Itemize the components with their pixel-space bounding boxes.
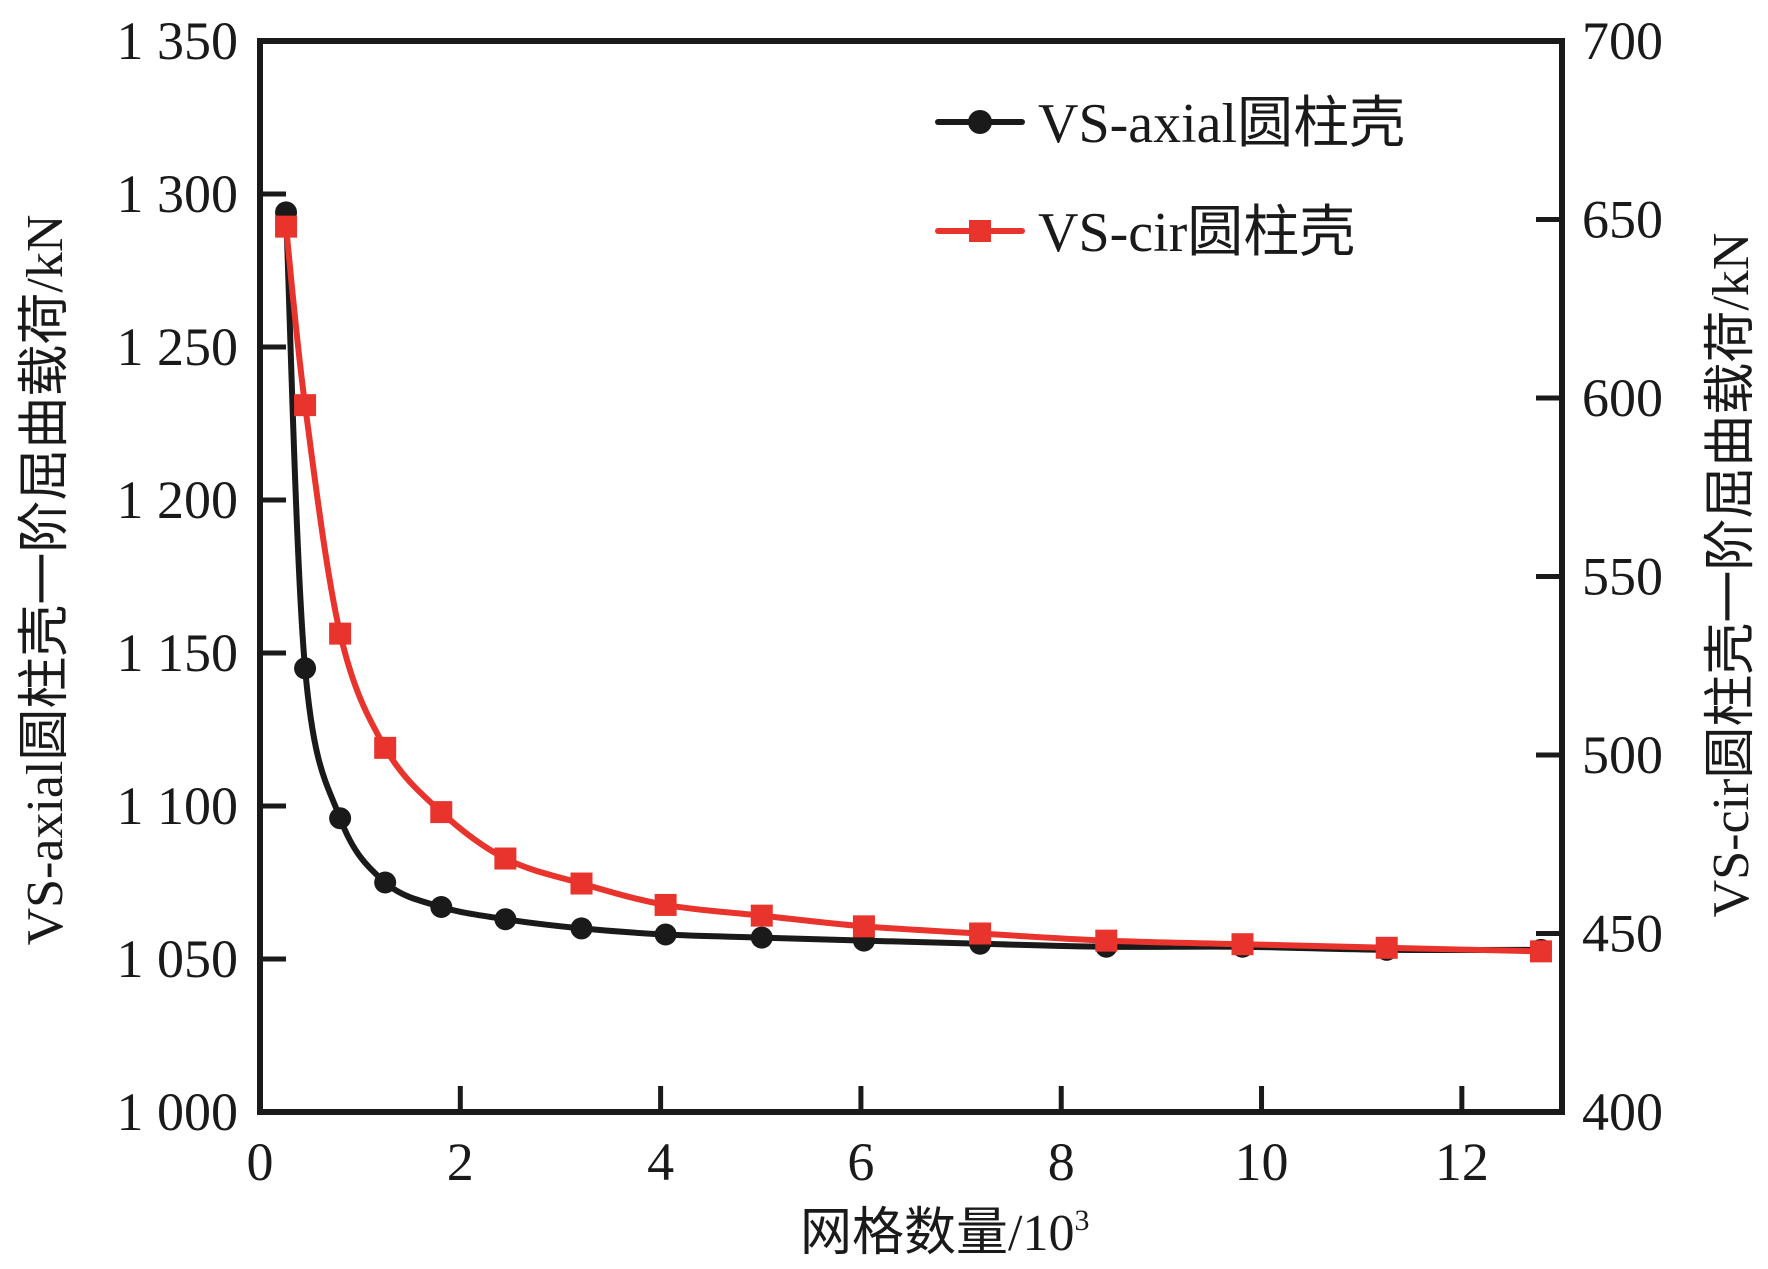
x-tick-label: 4 [647, 1132, 674, 1192]
data-point-cir [294, 394, 317, 417]
legend-marker-circle-icon [968, 110, 992, 134]
series-line-cir [283, 226, 1542, 955]
data-point-cir [494, 847, 517, 870]
data-point-axial [570, 917, 593, 940]
legend-marker-square-icon [969, 220, 991, 242]
data-point-axial [654, 923, 677, 946]
x-axis-title-main: 网格数量/10 [800, 1205, 1074, 1262]
y-left-tick-label: 1 150 [117, 623, 239, 683]
axes-layer: 0 2 4 6 8 10 12 1 000 1 050 1 100 1 150 1 200 1 250 1… [117, 11, 1664, 1192]
data-point-cir [329, 622, 352, 645]
legend-label-axial: VS-axial圆柱壳 [1038, 93, 1405, 155]
y-right-tick-label: 400 [1582, 1082, 1663, 1142]
x-axis-title: 网格数量/103 [800, 1204, 1089, 1262]
legend-label-cir: VS-cir圆柱壳 [1038, 202, 1355, 264]
data-point-cir [969, 922, 992, 945]
y-left-tick-label: 1 050 [117, 929, 239, 989]
data-point-cir [1231, 933, 1254, 956]
x-tick-label: 8 [1048, 1132, 1075, 1192]
x-tick-label: 12 [1435, 1132, 1489, 1192]
data-point-axial [329, 807, 352, 830]
y-left-tick-label: 1 350 [117, 11, 239, 71]
y-left-tick-label: 1 300 [117, 164, 239, 224]
data-point-cir [570, 872, 593, 895]
data-point-cir [1095, 929, 1118, 952]
y-right-tick-label: 450 [1582, 904, 1663, 964]
y-right-tick-label: 650 [1582, 190, 1663, 250]
data-point-cir [430, 801, 453, 824]
y-right-tick-label: 550 [1582, 547, 1663, 607]
y-left-tick-label: 1 200 [117, 470, 239, 530]
x-axis-title-superscript: 3 [1074, 1204, 1089, 1237]
x-tick-label: 2 [447, 1132, 474, 1192]
y-right-tick-label: 500 [1582, 725, 1663, 785]
data-point-cir [852, 915, 875, 938]
x-tick-label: 6 [847, 1132, 874, 1192]
series-layer [275, 201, 1552, 963]
data-point-cir [750, 904, 773, 927]
data-point-axial [374, 871, 397, 894]
x-tick-label: 0 [247, 1132, 274, 1192]
data-point-axial [494, 908, 517, 931]
y-axis-left-title: VS-axial圆柱壳一阶屈曲载荷/kN [17, 215, 74, 946]
data-point-cir [374, 736, 397, 759]
y-right-tick-label: 700 [1582, 11, 1663, 71]
data-point-axial [750, 926, 773, 949]
data-point-axial [294, 657, 317, 680]
data-point-cir [275, 215, 298, 238]
y-left-tick-label: 1 100 [117, 776, 239, 836]
y-right-tick-label: 600 [1582, 368, 1663, 428]
y-axis-right-title: VS-cir圆柱壳一阶屈曲载荷/kN [1703, 233, 1760, 918]
data-point-cir [1375, 936, 1398, 959]
y-left-tick-label: 1 250 [117, 317, 239, 377]
data-point-axial [430, 895, 453, 918]
y-left-tick-label: 1 000 [117, 1082, 239, 1142]
data-point-cir [654, 893, 677, 916]
data-point-cir [1529, 940, 1552, 963]
x-tick-label: 10 [1235, 1132, 1289, 1192]
legend: VS-axial圆柱壳 VS-cir圆柱壳 [935, 93, 1405, 264]
